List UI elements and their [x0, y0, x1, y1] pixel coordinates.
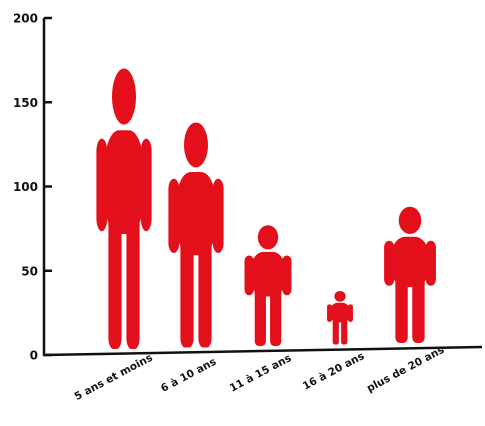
person-right-leg	[412, 274, 425, 343]
person-bar-3	[327, 290, 353, 345]
person-head	[398, 206, 422, 234]
y-tick-label: 150	[13, 96, 38, 110]
person-left-arm	[327, 304, 333, 323]
person-right-leg	[198, 234, 212, 348]
person-right-arm	[347, 304, 353, 323]
x-axis-line	[42, 345, 483, 357]
person-head	[257, 225, 279, 250]
person-left-arm	[96, 138, 108, 232]
person-head	[184, 122, 208, 168]
person-left-leg	[332, 317, 339, 345]
y-tick-label: 200	[13, 12, 38, 26]
person-bar-4	[384, 206, 436, 343]
person-torso	[391, 236, 429, 288]
person-left-arm	[384, 240, 395, 286]
x-tick-label: 5 ans et moins	[72, 352, 154, 403]
y-tick-label: 50	[21, 264, 38, 278]
person-right-arm	[212, 178, 224, 253]
x-tick-label: 16 à 20 ans	[301, 350, 367, 393]
person-left-leg	[254, 285, 266, 347]
person-left-arm	[244, 255, 254, 296]
person-right-arm	[140, 138, 152, 232]
y-tick-label: 0	[30, 349, 38, 363]
person-bar-1	[168, 122, 224, 348]
x-tick-label: plus de 20 ans	[365, 344, 446, 395]
person-torso	[251, 251, 285, 297]
person-left-leg	[180, 234, 194, 348]
person-left-arm	[168, 178, 180, 253]
person-head	[112, 68, 136, 125]
person-torso	[104, 130, 144, 235]
person-bar-0	[96, 68, 152, 349]
y-tick-label: 100	[13, 180, 38, 194]
person-left-leg	[108, 208, 122, 349]
person-bar-2	[244, 225, 292, 347]
person-torso	[176, 171, 216, 256]
person-head	[334, 290, 346, 302]
person-right-leg	[341, 317, 348, 345]
x-tick-label: 11 à 15 ans	[228, 352, 294, 395]
person-right-leg	[270, 285, 282, 347]
person-right-arm	[425, 240, 436, 286]
person-torso	[330, 302, 350, 323]
person-left-leg	[395, 274, 408, 343]
x-tick-label: 6 à 10 ans	[159, 356, 218, 395]
person-right-arm	[282, 255, 292, 296]
person-right-leg	[126, 208, 140, 349]
